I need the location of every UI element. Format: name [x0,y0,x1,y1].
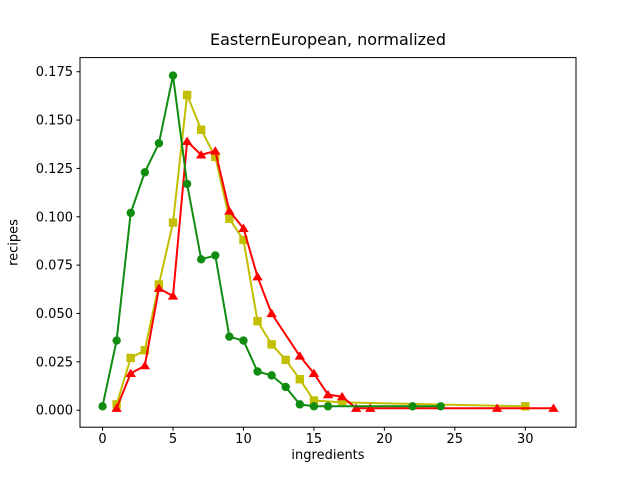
series-green-marker [182,179,192,189]
series-red-line [115,139,554,410]
series-yellow-marker [521,402,530,411]
series-yellow-marker [196,125,206,134]
series-green-marker [436,402,445,411]
y-tick-label: 0.175 [36,65,73,80]
x-tick-label: 25 [447,432,464,447]
series-red-marker [153,283,165,292]
series-yellow-marker [225,214,234,223]
x-tick-label: 5 [169,432,177,447]
series-red-marker [336,391,348,401]
series-yellow-marker [140,346,150,355]
series-yellow-marker [182,90,192,100]
y-tick-label: 0.075 [36,259,73,274]
chart-title: EasternEuropean, normalized [209,30,447,49]
series-green-marker [211,251,220,260]
series-red-marker [252,271,263,281]
series-green-line [101,75,441,408]
x-tick-label: 20 [376,432,393,447]
series-red-marker [139,360,151,370]
y-tick-label: 0.050 [36,307,73,322]
series-yellow-marker [309,396,319,405]
series-red-marker [350,403,362,412]
y-tick-label: 0.025 [36,355,73,370]
x-tick-label: 0 [98,432,106,447]
series-green-marker [126,208,135,218]
series-yellow-marker [126,353,135,363]
series-red-marker [266,308,277,318]
series-red-marker [322,389,334,399]
series-red-marker [195,150,207,159]
series-red-marker [548,403,559,412]
series-yellow-marker [211,152,220,162]
series-red-marker [111,403,122,412]
series-green-marker [98,402,107,411]
x-axis-label: ingredients [291,448,365,463]
series-red-marker [224,206,235,215]
y-tick-label: 0.150 [36,114,73,129]
series-yellow-marker [168,218,178,227]
series-green-marker [309,402,319,411]
series-green-marker [112,336,121,345]
series-red-marker [210,146,221,155]
series-green-marker [225,332,234,341]
series-green-marker [323,402,333,411]
series-green-marker [295,400,305,409]
series-green-marker [168,71,178,80]
series-green-marker [281,382,290,392]
series-yellow-marker [337,398,347,407]
y-tick-label: 0.125 [36,162,73,177]
series-green-marker [267,371,276,380]
series-red-marker [167,291,179,300]
x-tick-label: 10 [235,432,252,447]
series-red-marker [125,368,136,378]
series-red-marker [294,351,306,360]
series-yellow-marker [295,375,305,384]
series-green-marker [154,139,164,148]
series-green-marker [239,336,248,345]
y-tick-label: 0.000 [36,404,73,419]
y-axis-label: recipes [6,219,22,266]
series-green-marker [253,367,262,376]
y-tick-label: 0.100 [36,210,73,225]
series-green-marker [140,168,150,177]
axes-box [79,57,577,428]
series-red-marker [181,136,193,145]
series-red-marker [491,403,503,412]
series-green-marker [196,255,206,264]
series-red-marker [308,368,320,378]
series-red-marker [365,403,376,412]
x-tick-label: 15 [306,432,323,447]
series-yellow-marker [267,340,276,349]
series-yellow-marker [239,235,248,245]
x-tick-label: 30 [517,432,534,447]
series-green-marker [408,402,417,411]
series-yellow-marker [253,317,262,326]
series-yellow-marker [281,355,290,365]
series-red-marker [238,223,249,232]
